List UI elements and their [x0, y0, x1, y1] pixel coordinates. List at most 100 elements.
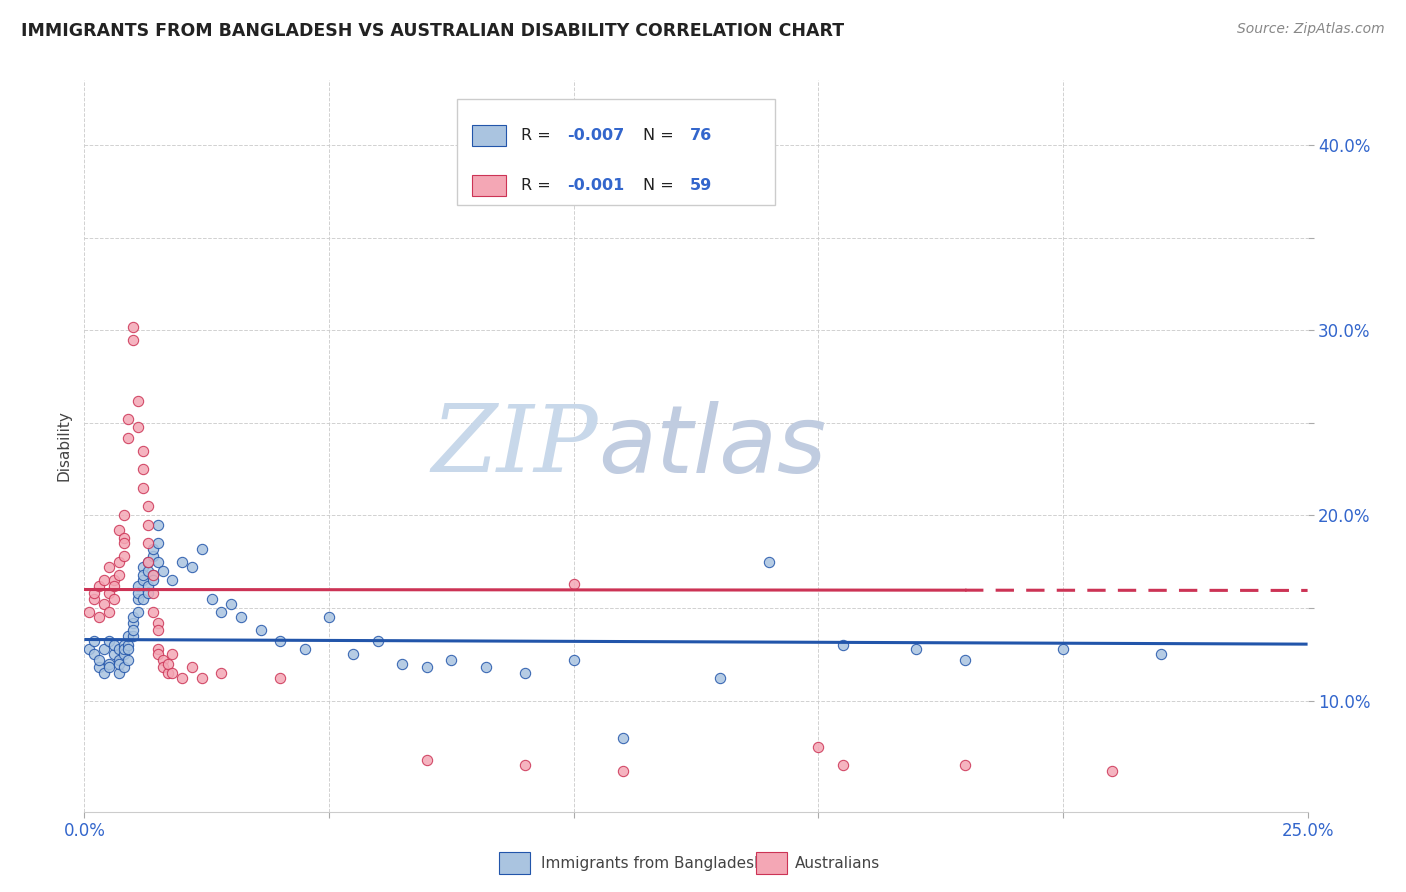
Point: [162, 665, 184, 680]
Point: [156, 665, 179, 680]
Point: [318, 610, 340, 624]
Text: -0.007: -0.007: [568, 128, 624, 144]
Point: [132, 560, 155, 574]
Point: [97, 560, 120, 574]
Point: [219, 597, 242, 611]
Point: [1101, 764, 1123, 778]
Point: [136, 586, 159, 600]
Point: [474, 660, 496, 674]
Point: [146, 641, 169, 656]
Point: [136, 555, 159, 569]
Text: 76: 76: [690, 128, 711, 144]
Point: [191, 541, 214, 556]
Point: [117, 638, 139, 652]
Point: [97, 586, 120, 600]
Point: [191, 672, 214, 686]
Text: Source: ZipAtlas.com: Source: ZipAtlas.com: [1237, 22, 1385, 37]
Point: [152, 653, 174, 667]
Point: [142, 567, 165, 582]
Text: Australians: Australians: [794, 856, 880, 871]
Point: [107, 523, 129, 537]
Point: [709, 672, 731, 686]
Point: [905, 641, 928, 656]
Point: [117, 629, 139, 643]
Point: [142, 567, 165, 582]
FancyBboxPatch shape: [457, 99, 776, 204]
Text: atlas: atlas: [598, 401, 827, 491]
Point: [758, 555, 780, 569]
Point: [440, 653, 463, 667]
Point: [953, 758, 976, 772]
Y-axis label: Disability: Disability: [56, 410, 72, 482]
Point: [112, 508, 135, 523]
Point: [93, 665, 115, 680]
Point: [93, 574, 115, 588]
Point: [107, 567, 129, 582]
Point: [93, 641, 115, 656]
Point: [146, 536, 169, 550]
Point: [146, 517, 169, 532]
Point: [87, 610, 110, 624]
Point: [107, 641, 129, 656]
Point: [93, 597, 115, 611]
Point: [142, 586, 165, 600]
Point: [122, 629, 145, 643]
Point: [136, 517, 159, 532]
Point: [83, 648, 105, 662]
Point: [127, 579, 149, 593]
Text: R =: R =: [522, 178, 555, 193]
Point: [807, 739, 830, 754]
Text: 59: 59: [690, 178, 711, 193]
Point: [146, 648, 169, 662]
Text: -0.001: -0.001: [568, 178, 624, 193]
Point: [117, 653, 139, 667]
Point: [117, 431, 139, 445]
Point: [156, 657, 179, 671]
Point: [127, 591, 149, 606]
Point: [122, 333, 145, 347]
Point: [127, 586, 149, 600]
Point: [112, 549, 135, 564]
Point: [112, 660, 135, 674]
Point: [269, 634, 291, 648]
Point: [181, 560, 204, 574]
Point: [103, 574, 125, 588]
Point: [269, 672, 291, 686]
Point: [136, 499, 159, 513]
Point: [146, 555, 169, 569]
Point: [97, 657, 120, 671]
Point: [77, 641, 100, 656]
Point: [146, 624, 169, 638]
Point: [612, 731, 634, 745]
Point: [416, 660, 439, 674]
Point: [83, 634, 105, 648]
Point: [953, 653, 976, 667]
Point: [103, 591, 125, 606]
Point: [87, 660, 110, 674]
Point: [136, 555, 159, 569]
Point: [513, 665, 536, 680]
Point: [249, 624, 271, 638]
Point: [132, 462, 155, 476]
Point: [162, 574, 184, 588]
Point: [107, 657, 129, 671]
Point: [122, 615, 145, 630]
Point: [136, 536, 159, 550]
Point: [200, 591, 222, 606]
Point: [172, 555, 194, 569]
Point: [142, 574, 165, 588]
Point: [562, 577, 585, 591]
Point: [112, 641, 135, 656]
Point: [1052, 641, 1074, 656]
Point: [127, 393, 149, 408]
Point: [77, 605, 100, 619]
Point: [229, 610, 252, 624]
Point: [416, 753, 439, 767]
Point: [562, 653, 585, 667]
Point: [181, 660, 204, 674]
Point: [152, 660, 174, 674]
Point: [112, 531, 135, 545]
Point: [103, 638, 125, 652]
Point: [117, 641, 139, 656]
Point: [294, 641, 316, 656]
